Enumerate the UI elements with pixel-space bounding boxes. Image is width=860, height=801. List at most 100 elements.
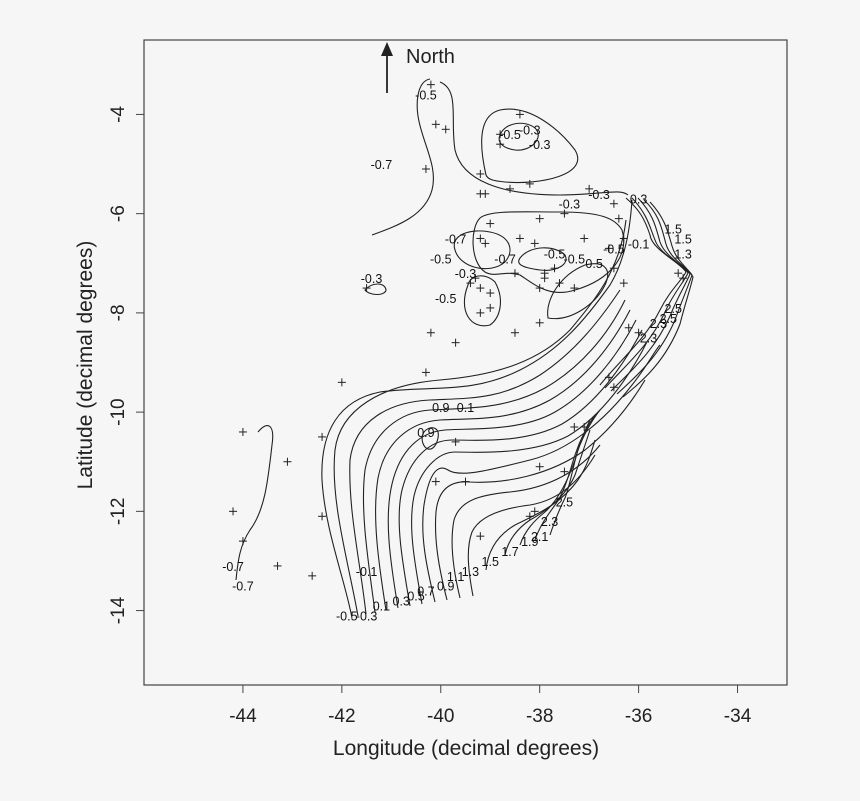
contour-label: -0.3 bbox=[588, 188, 610, 202]
contour-label: 1.5 bbox=[674, 232, 691, 246]
contour-label: -0.5 bbox=[544, 247, 566, 261]
station-marker bbox=[609, 383, 618, 392]
contour-line bbox=[610, 197, 691, 392]
contour-label: -0.7 bbox=[494, 252, 516, 266]
contour-label: -0.5 bbox=[499, 128, 521, 142]
contour-label: 0.3 bbox=[393, 595, 410, 609]
station-marker bbox=[431, 120, 440, 129]
contour-line bbox=[411, 339, 649, 605]
contour-label: 1.1 bbox=[447, 570, 464, 584]
station-marker bbox=[530, 507, 539, 516]
contour-label: 2.3 bbox=[650, 317, 667, 331]
station-marker bbox=[481, 189, 490, 198]
y-tick-label: -4 bbox=[108, 106, 129, 123]
station-marker bbox=[486, 289, 495, 298]
station-marker bbox=[679, 274, 688, 283]
contour-line bbox=[439, 81, 629, 196]
y-tick-label: -14 bbox=[108, 596, 129, 624]
contour-line bbox=[434, 379, 646, 601]
contour-label: 2.3 bbox=[640, 332, 657, 346]
station-marker bbox=[496, 130, 505, 139]
contour-label: 1.5 bbox=[665, 223, 682, 237]
station-marker bbox=[318, 432, 327, 441]
contour-line bbox=[504, 429, 591, 556]
contour-line bbox=[364, 283, 387, 296]
station-marker bbox=[426, 80, 435, 89]
contour-line bbox=[472, 211, 625, 294]
contour-label: -0.7 bbox=[371, 158, 393, 172]
contour-label: 2.5 bbox=[660, 312, 677, 326]
station-marker bbox=[337, 378, 346, 387]
contour-line bbox=[604, 197, 689, 389]
contour-label: 2.5 bbox=[665, 302, 682, 316]
station-marker bbox=[535, 462, 544, 471]
contour-line bbox=[547, 263, 609, 320]
y-tick-label: -8 bbox=[108, 304, 129, 321]
station-marker bbox=[476, 169, 485, 178]
contour-line bbox=[518, 247, 567, 271]
contour-label: -0.7 bbox=[232, 580, 254, 594]
contour-line bbox=[453, 230, 511, 270]
contour-line bbox=[485, 439, 596, 571]
station-marker bbox=[580, 423, 589, 431]
contour-label: 0.9 bbox=[437, 580, 454, 594]
contour-line bbox=[387, 319, 637, 609]
station-marker bbox=[619, 279, 628, 288]
contour-label: 0.3 bbox=[630, 193, 647, 207]
station-marker bbox=[486, 219, 495, 228]
station-markers bbox=[229, 80, 688, 580]
x-tick-label: -44 bbox=[229, 706, 257, 727]
contour-line bbox=[467, 454, 596, 597]
contour-label: -0.3 bbox=[455, 267, 477, 281]
y-axis: -4 -6 -8 -10 -12 -14 bbox=[108, 106, 144, 624]
contour-line bbox=[481, 108, 579, 184]
station-marker bbox=[426, 328, 435, 337]
contour-line bbox=[349, 289, 621, 615]
station-marker bbox=[273, 561, 282, 570]
contour-label: 1.5 bbox=[482, 555, 499, 569]
contour-line bbox=[549, 409, 601, 536]
contour-line bbox=[398, 329, 643, 607]
station-marker bbox=[580, 234, 589, 243]
plot-frame bbox=[143, 39, 788, 686]
contour-label: 0.5 bbox=[407, 590, 424, 604]
station-marker bbox=[604, 373, 613, 382]
station-marker bbox=[421, 368, 430, 377]
contour-label: 0.1 bbox=[373, 600, 390, 614]
station-marker bbox=[238, 427, 247, 436]
station-marker bbox=[560, 467, 569, 476]
contour-line bbox=[421, 427, 439, 450]
contour-line bbox=[362, 299, 626, 613]
station-marker bbox=[570, 423, 579, 431]
contour-lines bbox=[235, 78, 694, 619]
contour-label: 0.9 bbox=[432, 401, 449, 415]
x-tick-label: -42 bbox=[328, 706, 355, 727]
station-marker bbox=[451, 437, 460, 446]
north-label: North bbox=[406, 46, 455, 68]
station-marker bbox=[555, 279, 564, 288]
contour-line bbox=[622, 201, 694, 398]
contour-line bbox=[422, 344, 661, 603]
contour-label: -0.3 bbox=[519, 123, 541, 137]
station-marker bbox=[308, 571, 317, 580]
station-marker bbox=[634, 328, 643, 337]
station-marker bbox=[471, 274, 480, 283]
station-marker bbox=[238, 537, 247, 546]
x-axis-title: Longitude (decimal degrees) bbox=[333, 737, 599, 760]
contour-line bbox=[333, 219, 627, 617]
station-marker bbox=[525, 179, 534, 188]
contour-label: 0.1 bbox=[457, 401, 474, 415]
contour-label: -0.3 bbox=[529, 138, 551, 152]
contour-label: 2.3 bbox=[541, 515, 558, 529]
contour-labels: -0.5-0.3-0.5-0.3-0.7-0.3-0.3 0.31.51.51.3… bbox=[222, 89, 692, 624]
y-axis-title: Latitude (decimal degrees) bbox=[74, 241, 97, 490]
contour-line bbox=[375, 309, 631, 611]
station-marker bbox=[535, 284, 544, 293]
contour-label: 1.7 bbox=[501, 545, 518, 559]
contour-label: -0.3 bbox=[559, 198, 581, 212]
contour-label: 1.9 bbox=[521, 535, 538, 549]
contour-line bbox=[534, 414, 596, 541]
station-marker bbox=[515, 110, 524, 119]
contour-label: -0.5 bbox=[435, 292, 457, 306]
